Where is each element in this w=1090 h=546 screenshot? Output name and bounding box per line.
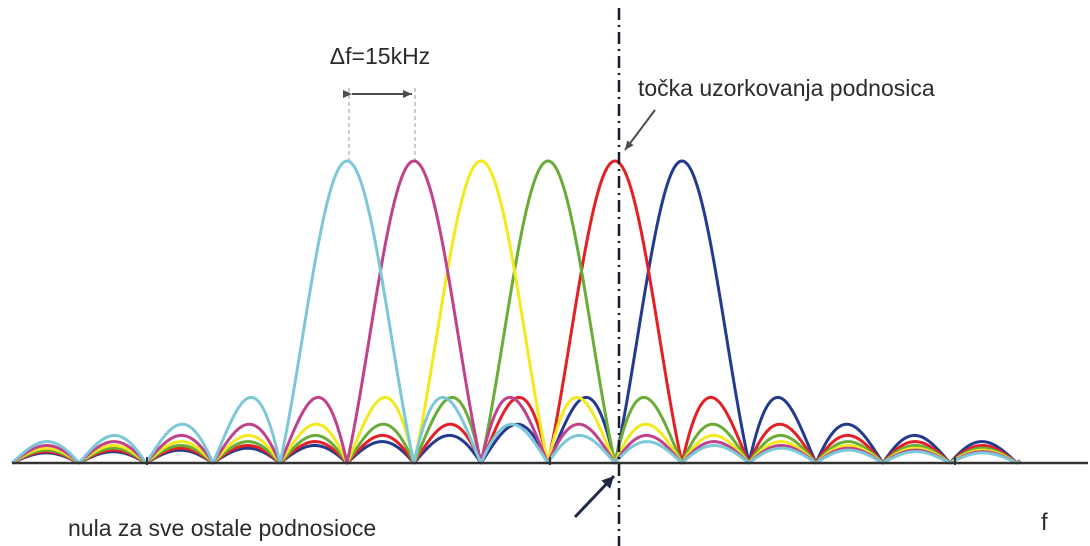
subcarrier-curve-5: [11, 159, 1021, 465]
subcarrier-curve-1: [11, 159, 1021, 465]
subcarrier-curve-0: [10, 159, 1021, 465]
null-point-label: nula za sve ostale podnosioce: [68, 515, 376, 541]
subcarrier-curve-4: [11, 159, 1021, 465]
delta-f-label: Δf=15kHz: [330, 43, 430, 69]
axis-label-f: f: [1041, 509, 1048, 536]
axis-ticks: [146, 457, 956, 465]
sampling-point-arrow: [624, 109, 656, 151]
sampling-point-label: točka uzorkovanja podnosica: [638, 75, 935, 101]
subcarrier-curve-3: [11, 159, 1021, 465]
null-point-arrow: [573, 474, 616, 519]
subcarrier-curves: [10, 159, 1021, 465]
subcarrier-curve-2: [11, 159, 1021, 465]
